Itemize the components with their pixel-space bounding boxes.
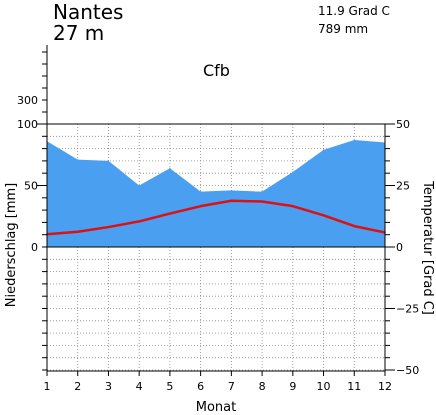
x-tick-label: 2 <box>74 380 81 393</box>
right-axis-label: Temperatur [Grad C] <box>420 180 435 315</box>
climate-class: Cfb <box>203 61 230 80</box>
x-tick-label: 5 <box>166 380 173 393</box>
temperature-point <box>138 220 140 223</box>
x-tick-label: 7 <box>228 380 235 393</box>
x-tick-label: 4 <box>136 380 143 393</box>
left-tick-label: 0 <box>31 241 38 254</box>
precipitation-point <box>230 189 232 192</box>
x-tick-label: 12 <box>378 380 392 393</box>
temperature-line <box>46 199 386 236</box>
left-tick-label: 300 <box>17 94 38 107</box>
left-tick-label: 100 <box>17 118 38 131</box>
right-tick-label: −50 <box>396 364 419 377</box>
x-tick-label: 11 <box>347 380 361 393</box>
temperature-point <box>292 205 294 207</box>
temperature-point <box>261 200 263 203</box>
precipitation-point <box>107 160 110 162</box>
precipitation-point <box>138 184 140 187</box>
x-axis-label: Monat <box>196 400 236 415</box>
precipitation-point <box>322 149 325 151</box>
temperature-point <box>107 226 110 228</box>
temperature-point <box>230 199 233 202</box>
right-tick-label: 25 <box>396 180 410 193</box>
precipitation-point <box>77 159 79 161</box>
precipitation-point <box>353 139 355 141</box>
precipitation-layer <box>46 139 386 247</box>
x-tick-label: 8 <box>259 380 266 393</box>
x-tick-label: 6 <box>197 380 204 393</box>
temperature-layer <box>46 199 386 236</box>
precipitation-point <box>169 167 171 169</box>
right-tick-label: 0 <box>396 241 403 254</box>
precipitation-point <box>292 171 294 173</box>
left-axis-label: Niederschlag [mm] <box>4 183 19 308</box>
x-tick-label: 9 <box>289 380 296 393</box>
station-elevation: 27 m <box>53 21 104 45</box>
precipitation-point <box>261 191 263 193</box>
mean-temperature: 11.9 Grad C <box>318 4 390 18</box>
left-tick-label: 50 <box>24 180 38 193</box>
annual-precipitation: 789 mm <box>318 22 368 36</box>
precipitation-point <box>200 191 202 193</box>
right-tick-label: 50 <box>396 118 410 131</box>
temperature-point <box>169 212 171 215</box>
x-tick-label: 1 <box>44 380 51 393</box>
x-tick-label: 3 <box>105 380 112 393</box>
precipitation-area <box>47 139 385 247</box>
temperature-point <box>76 230 79 233</box>
temperature-point <box>322 214 325 217</box>
station-name: Nantes <box>53 0 123 24</box>
temperature-point <box>353 225 356 227</box>
temperature-point <box>199 205 202 207</box>
right-tick-label: −25 <box>396 303 419 316</box>
x-tick-label: 10 <box>317 380 331 393</box>
